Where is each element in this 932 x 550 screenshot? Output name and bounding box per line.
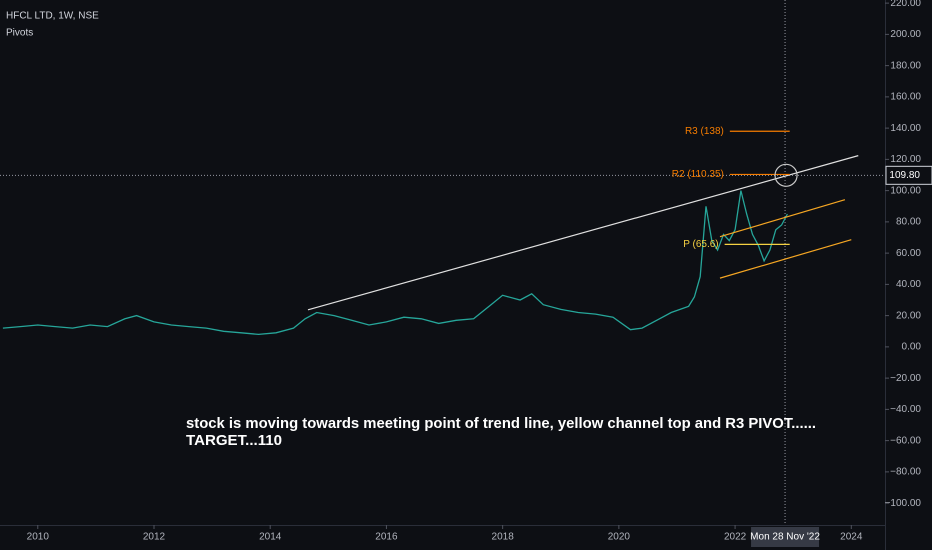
y-tick-label: 40.00 bbox=[896, 279, 921, 290]
trend-line bbox=[719, 239, 852, 279]
x-tick-label: 2010 bbox=[27, 532, 50, 543]
trend-line bbox=[307, 155, 859, 311]
x-tick-label: 2018 bbox=[492, 532, 515, 543]
y-tick-label: −20.00 bbox=[890, 373, 921, 384]
y-tick-label: 120.00 bbox=[890, 154, 921, 165]
annotation-text: stock is moving towards meeting point of… bbox=[186, 415, 816, 432]
x-tick-label: 2022 bbox=[724, 532, 747, 543]
y-tick-label: 100.00 bbox=[890, 185, 921, 196]
y-tick-label: −80.00 bbox=[890, 467, 921, 478]
y-tick-label: 0.00 bbox=[902, 342, 922, 353]
y-tick-label: 220.00 bbox=[890, 0, 921, 9]
y-tick-label: 60.00 bbox=[896, 248, 921, 259]
price-line bbox=[2, 190, 788, 336]
x-tick-label: 2020 bbox=[608, 532, 631, 543]
chart-title: HFCL LTD, 1W, NSE bbox=[6, 11, 99, 22]
x-tick-label: 2024 bbox=[840, 532, 863, 543]
price-label-box bbox=[885, 165, 932, 185]
trend-line bbox=[719, 199, 846, 238]
indicator-name: Pivots bbox=[6, 28, 33, 39]
x-tick-label: 2014 bbox=[259, 532, 282, 543]
x-tick-label: 2012 bbox=[143, 532, 166, 543]
highlight-circle bbox=[774, 163, 798, 187]
x-tick-label: 2016 bbox=[375, 532, 398, 543]
y-tick-label: −100.00 bbox=[885, 498, 922, 509]
y-tick-label: 80.00 bbox=[896, 217, 921, 228]
pivot-label: R3 (138) bbox=[685, 126, 724, 137]
crosshair-date-label: Mon 28 Nov '22 bbox=[750, 532, 820, 543]
y-tick-label: 140.00 bbox=[890, 123, 921, 134]
y-tick-label: 180.00 bbox=[890, 60, 921, 71]
y-tick-label: 160.00 bbox=[890, 92, 921, 103]
annotation-text: TARGET...110 bbox=[186, 432, 282, 449]
y-tick-label: −40.00 bbox=[890, 404, 921, 415]
pivot-label: P (65.6) bbox=[683, 239, 718, 250]
date-label-box bbox=[751, 527, 820, 547]
y-tick-label: −60.00 bbox=[890, 435, 921, 446]
crosshair-price-label: 109.80 bbox=[889, 170, 920, 181]
pivot-label: R2 (110.35) bbox=[672, 169, 724, 180]
y-tick-label: 200.00 bbox=[890, 29, 921, 40]
y-tick-label: 20.00 bbox=[896, 310, 921, 321]
